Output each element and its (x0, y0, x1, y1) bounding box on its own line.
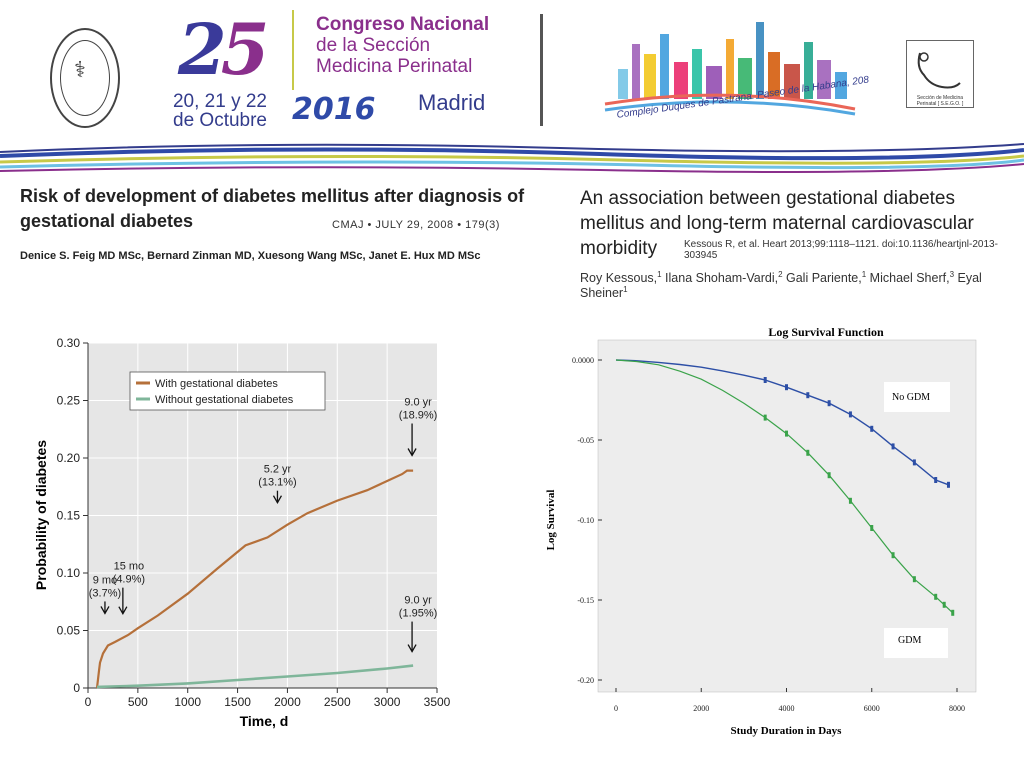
congress-title: Congreso Nacional de la Sección Medicina… (316, 14, 489, 77)
author-name: Eyal Sheiner (580, 271, 982, 301)
author-affiliation: 2 (778, 270, 783, 279)
y-axis-label: Log Survival (545, 490, 557, 551)
sego-seal-logo: ⚕ (50, 28, 120, 128)
gdm-label-box (884, 628, 948, 658)
x-tick-label: 0 (85, 695, 92, 709)
x-tick-label: 3000 (374, 695, 401, 709)
sego-section-badge: Sección de Medicina Perinatal [ S.E.G.O.… (906, 40, 974, 108)
divider (292, 10, 294, 90)
author-affiliation: 3 (949, 270, 955, 279)
x-axis-label: Study Duration in Days (731, 725, 843, 737)
paper2-authors: Roy Kessous,1 Ilana Shoham-Vardi,2 Gali … (580, 270, 1024, 300)
x-tick-label: 4000 (779, 704, 795, 713)
y-tick-label: 0.05 (57, 624, 81, 638)
anniversary-number: 25 (178, 8, 269, 91)
dates-line2: de Octubre (173, 110, 267, 131)
author-affiliation: 1 (623, 285, 628, 295)
x-tick-label: 1500 (224, 695, 251, 709)
divider (540, 14, 543, 126)
annotation-value: (1.95%) (399, 608, 438, 620)
annotation-label: 9 mo (93, 574, 117, 586)
series-line-gdm (615, 359, 954, 614)
y-tick-label: 0.20 (57, 451, 81, 465)
dates-line1: 20, 21 y 22 (172, 91, 268, 112)
congress-title-line3: Medicina Perinatal (316, 56, 473, 77)
chart-title: Log Survival Function (768, 325, 884, 339)
congress-city: Madrid (418, 90, 486, 115)
paper1-authors: Denice S. Feig MD MSc, Bernard Zinman MD… (20, 250, 481, 262)
legend-box (129, 371, 326, 411)
series-line-without-gdm (96, 664, 414, 689)
legend-label: Without gestational diabetes (155, 394, 294, 406)
no-gdm-label-box (884, 382, 950, 412)
congress-title-line2: de la Sección (316, 35, 431, 56)
y-tick-label: 0 (73, 681, 80, 695)
annotation-value: (4.9%) (113, 574, 145, 586)
sego-badge-text: Sección de Medicina Perinatal [ S.E.G.O.… (916, 95, 964, 107)
mother-child-icon (917, 52, 961, 89)
x-tick-label: 0 (614, 704, 618, 713)
x-tick-label: 2000 (693, 704, 709, 713)
x-tick-label: 3500 (424, 695, 451, 709)
y-axis-label: Probability of diabetes (33, 440, 49, 590)
legend-label: With gestational diabetes (155, 378, 278, 390)
annotation-arrowhead (407, 448, 417, 457)
annotation-value: (18.9%) (399, 410, 438, 422)
y-tick-label: 0.30 (57, 336, 81, 350)
x-tick-label: 6000 (864, 704, 880, 713)
congress-dates: 20, 21 y 22 de Octubre (164, 92, 276, 130)
decorative-stripes (0, 143, 1024, 173)
x-tick-label: 1000 (174, 695, 201, 709)
annotation-label: 9.0 yr (404, 397, 432, 409)
author-affiliation: 1 (861, 270, 867, 279)
y-tick-label: -0.15 (577, 596, 594, 605)
x-axis-label: Time, d (240, 713, 289, 729)
annotation-value: (3.7%) (89, 587, 121, 599)
y-tick-label: 0.10 (57, 566, 81, 580)
annotation-arrowhead (118, 606, 128, 615)
annotation-label: 5.2 yr (264, 464, 292, 476)
annotation-arrowhead (272, 495, 283, 505)
congress-title-line1: Congreso Nacional (316, 14, 490, 35)
log-survival-chart: Log Survival Function 0.0000 -0.05 -0.10 -0… (545, 325, 977, 737)
paper2-reference: Kessous R, et al. Heart 2013;99:1118–112… (684, 239, 998, 261)
y-tick-label: 0.15 (57, 509, 81, 523)
y-tick-label: 0.25 (57, 394, 81, 408)
author-affiliation: 1 (657, 270, 662, 279)
congress-year: 2016 (292, 92, 376, 127)
conference-banner: ⚕ 25 Congreso Nacional de la Sección Med… (0, 0, 1024, 182)
annotation-arrowhead (100, 606, 110, 615)
paper1-title: Risk of development of diabetes mellitus… (20, 186, 525, 231)
paper1-journal: CMAJ • JULY 29, 2008 • 179(3) (332, 219, 500, 231)
author-name: Michael Sherf, (866, 271, 950, 286)
gdm-label: GDM (898, 635, 921, 646)
annotation-label: 9.0 yr (404, 595, 432, 607)
x-tick-label: 500 (128, 695, 148, 709)
author-name: Roy Kessous, (580, 271, 658, 286)
diabetes-probability-chart: 0 0.05 0.10 0.15 0.20 0.25 0.30 0 500 1000 1500 200… (33, 336, 451, 729)
y-tick-label: 0.0000 (572, 356, 594, 365)
y-tick-label: -0.10 (577, 516, 594, 525)
x-tick-label: 2500 (324, 695, 351, 709)
y-tick-label: -0.05 (577, 436, 594, 445)
y-tick-label: -0.20 (577, 676, 594, 685)
paper2-title: An association between gestational diabe… (580, 188, 974, 259)
author-name: Gali Pariente, (782, 271, 862, 286)
annotation-label: 15 mo (114, 561, 145, 573)
annotation-value: (13.1%) (258, 477, 297, 489)
author-name: Ilana Shoham-Vardi, (661, 271, 779, 286)
x-tick-label: 8000 (949, 704, 965, 713)
madrid-skyline-illustration (604, 22, 856, 116)
x-tick-label: 2000 (274, 695, 301, 709)
annotation-arrowhead (407, 644, 417, 653)
no-gdm-label: No GDM (892, 392, 930, 403)
series-line-with-gdm (95, 469, 414, 689)
